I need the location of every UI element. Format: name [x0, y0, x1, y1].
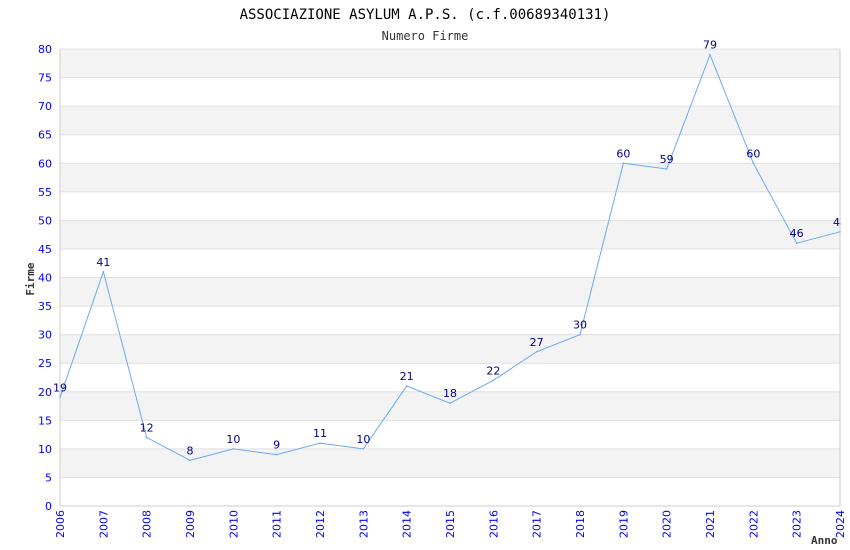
data-label: 46	[790, 227, 804, 240]
data-label: 59	[660, 153, 674, 166]
x-tick-label: 2014	[401, 510, 414, 538]
x-tick-label: 2009	[184, 510, 197, 538]
data-point	[535, 350, 538, 353]
y-tick-label: 35	[38, 300, 52, 313]
data-point	[189, 459, 191, 462]
data-point	[362, 448, 365, 450]
data-label: 12	[140, 421, 154, 434]
y-tick-label: 40	[38, 272, 52, 285]
x-tick-label: 2016	[487, 510, 500, 538]
data-point	[232, 448, 235, 450]
grid-band	[60, 448, 840, 478]
data-label: 79	[703, 39, 717, 52]
y-tick-label: 50	[38, 214, 52, 227]
data-label: 9	[273, 439, 280, 452]
x-tick-label: 2017	[531, 510, 544, 538]
data-point	[622, 162, 625, 165]
y-tick-label: 65	[38, 129, 52, 142]
y-tick-label: 55	[38, 186, 52, 199]
data-label: 27	[530, 336, 544, 349]
data-point	[405, 385, 408, 387]
y-tick-label: 30	[38, 329, 52, 342]
data-point	[275, 453, 278, 456]
data-label: 22	[486, 364, 500, 377]
x-tick-label: 2008	[141, 510, 154, 538]
data-point	[665, 168, 668, 170]
chart-title: ASSOCIAZIONE ASYLUM A.P.S. (c.f.00689340…	[240, 7, 611, 23]
data-point	[145, 436, 148, 439]
x-tick-label: 2023	[791, 510, 804, 538]
x-tick-label: 2021	[704, 510, 717, 538]
grid-band	[60, 391, 840, 421]
x-tick-label: 2015	[444, 510, 457, 538]
x-tick-label: 2020	[661, 510, 674, 538]
data-label: 11	[313, 427, 327, 440]
data-label: 41	[96, 256, 110, 269]
x-tick-label: 2024	[834, 510, 847, 538]
data-point	[579, 333, 581, 336]
x-tick-label: 2022	[747, 510, 760, 538]
chart-subtitle: Numero Firme	[382, 29, 469, 43]
y-tick-label: 20	[38, 386, 52, 399]
grid-band	[60, 306, 840, 335]
grid-band	[60, 163, 840, 192]
data-point	[102, 270, 105, 273]
grid-band	[60, 49, 840, 78]
grid-band	[60, 191, 840, 221]
grid-band	[60, 220, 840, 249]
y-tick-label: 45	[38, 243, 52, 256]
grid-band	[60, 334, 840, 364]
y-tick-label: 10	[38, 443, 52, 456]
data-label: 19	[53, 381, 67, 394]
y-tick-label: 75	[38, 72, 52, 85]
data-point	[709, 53, 711, 56]
data-label: 21	[400, 370, 414, 383]
data-label: 10	[226, 433, 240, 446]
grid-band	[60, 477, 840, 506]
data-label: 60	[746, 147, 760, 160]
y-axis-label: Firme	[24, 262, 37, 295]
data-point	[319, 442, 321, 444]
data-label: 30	[573, 319, 587, 332]
data-label: 48	[833, 216, 847, 229]
data-point	[839, 231, 841, 233]
data-label: 8	[187, 444, 194, 457]
x-tick-label: 2007	[97, 510, 110, 538]
grid-band	[60, 77, 840, 107]
y-tick-label: 15	[38, 414, 52, 427]
data-point	[492, 379, 495, 382]
x-tick-label: 2011	[271, 510, 284, 538]
grid-band	[60, 106, 840, 135]
x-tick-label: 2018	[574, 510, 587, 538]
y-tick-label: 60	[38, 157, 52, 170]
grid-band	[60, 363, 840, 392]
data-point	[752, 162, 755, 165]
x-tick-label: 2012	[314, 510, 327, 538]
y-tick-label: 25	[38, 357, 52, 370]
data-point	[59, 396, 61, 399]
y-tick-label: 0	[45, 500, 52, 513]
data-label: 18	[443, 387, 457, 400]
y-tick-label: 80	[38, 43, 52, 56]
data-label: 60	[616, 147, 630, 160]
data-label: 10	[356, 433, 370, 446]
x-tick-label: 2013	[357, 510, 370, 538]
y-tick-label: 5	[45, 471, 52, 484]
grid-band	[60, 420, 840, 449]
grid-band	[60, 248, 840, 278]
x-axis-label: Anno	[811, 534, 838, 547]
x-tick-label: 2019	[617, 510, 630, 538]
x-tick-label: 2006	[54, 510, 67, 538]
data-point	[795, 242, 798, 245]
x-tick-label: 2010	[227, 510, 240, 538]
y-tick-label: 70	[38, 100, 52, 113]
grid-band	[60, 134, 840, 164]
data-point	[449, 402, 451, 404]
grid-band	[60, 277, 840, 307]
